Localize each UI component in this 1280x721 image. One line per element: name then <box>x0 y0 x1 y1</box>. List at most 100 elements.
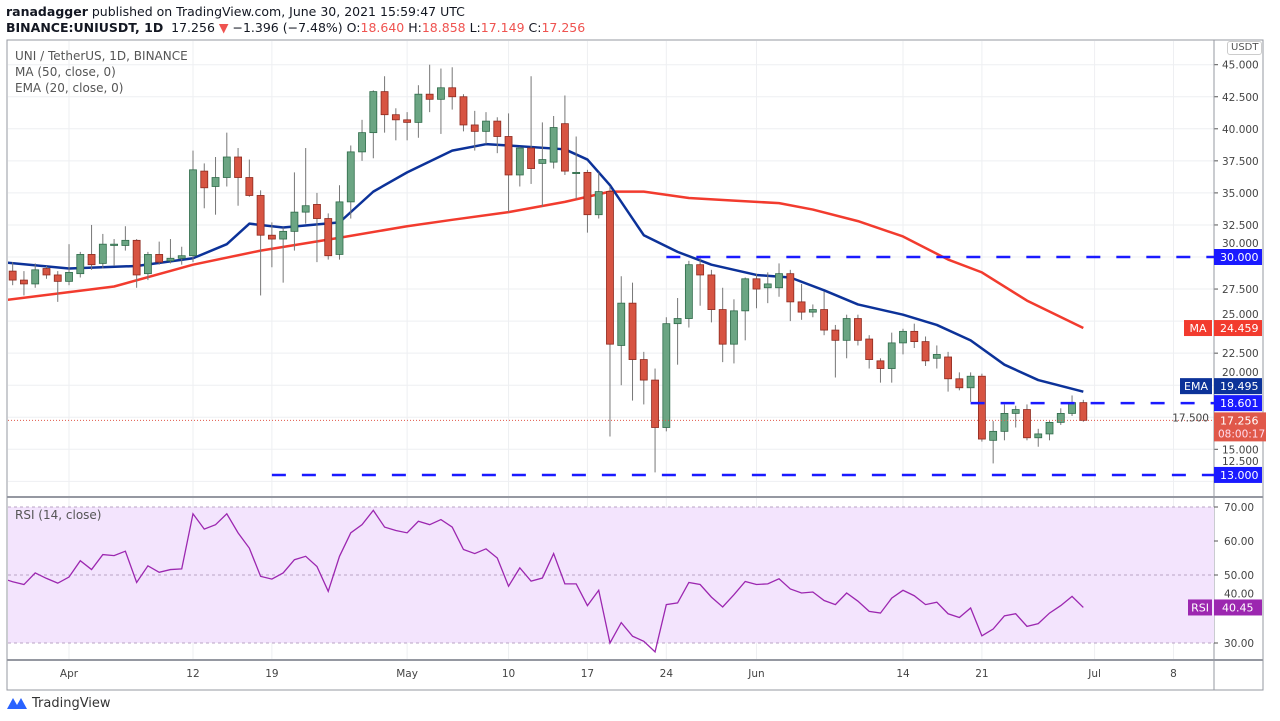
candle-body-up <box>437 87 445 100</box>
candle-body-down <box>403 119 412 123</box>
candle <box>482 112 490 145</box>
rsi-legend[interactable]: RSI (14, close) <box>15 508 102 522</box>
candle-body-down <box>977 375 986 440</box>
candle <box>684 260 693 328</box>
candle <box>256 190 265 296</box>
candle-body-down <box>8 270 17 281</box>
candle-body-up <box>808 309 817 313</box>
currency-badge[interactable]: USDT <box>1227 41 1263 55</box>
candle-body-down <box>459 96 468 126</box>
candle-body-down <box>470 124 479 132</box>
candle-body-down <box>155 254 164 263</box>
time-tick-label: 21 <box>975 668 988 680</box>
open-value: 18.640 <box>360 20 405 35</box>
candle-body-down <box>831 329 840 341</box>
price-tick-label: 17.500 <box>1172 412 1209 424</box>
candle-body-down <box>955 378 964 389</box>
candle <box>932 345 941 369</box>
candle <box>144 251 152 281</box>
ema-20-line <box>8 142 1084 393</box>
tradingview-logo-icon <box>7 698 27 709</box>
price-change: −1.396 (−7.48%) <box>232 20 343 35</box>
candle-body-down <box>854 318 862 341</box>
candle <box>437 68 445 134</box>
price-tick-label: 30.000 <box>1222 238 1259 250</box>
candle <box>20 271 28 296</box>
ema-legend[interactable]: EMA (20, close, 0) <box>15 81 124 95</box>
candle <box>617 276 626 386</box>
candle <box>346 145 355 219</box>
candle <box>944 351 952 392</box>
candle-body-up <box>76 254 85 275</box>
candle <box>707 269 716 323</box>
price-tick-label: 32.500 <box>1222 220 1259 232</box>
price-tick-label: 27.500 <box>1222 284 1259 296</box>
candle-body-down <box>391 114 400 121</box>
candle <box>1068 395 1076 416</box>
candle <box>572 136 581 200</box>
candle-body-down <box>876 360 885 369</box>
ma-50-line <box>8 190 1084 330</box>
candle-body-down <box>786 273 795 303</box>
time-tick-label: 12 <box>186 668 199 680</box>
candle-body-up <box>166 257 175 262</box>
rsi-value-tag <box>1214 599 1262 616</box>
candle-body-up <box>1000 413 1009 432</box>
candle <box>639 351 648 405</box>
price-tick-label: 20.000 <box>1222 367 1259 379</box>
level-tag-label: 18.601 <box>1220 397 1259 410</box>
candle-body-up <box>1045 421 1054 435</box>
candle <box>820 291 829 336</box>
candle <box>752 273 761 309</box>
candle-body-up <box>189 169 197 257</box>
high-label: H: <box>408 20 422 35</box>
brand-name: TradingView <box>32 695 111 711</box>
candle-body-up <box>177 255 186 259</box>
candle-body-up <box>989 430 998 441</box>
candle-body-down <box>245 177 254 196</box>
candle <box>1023 404 1031 441</box>
time-tick-label: 14 <box>896 668 910 680</box>
candle-body-down <box>797 301 806 313</box>
level-tag <box>1214 249 1262 265</box>
candle-body-up <box>1034 433 1043 439</box>
last-price: 17.256 <box>171 20 215 35</box>
candle-body-up <box>842 318 851 341</box>
candle <box>200 163 209 209</box>
candle-body-up <box>144 254 152 275</box>
candle <box>831 324 840 378</box>
candle-body-up <box>684 264 693 319</box>
candle <box>98 233 107 269</box>
candle <box>966 372 975 402</box>
candle-body-down <box>380 91 389 116</box>
candle-body-up <box>121 239 130 246</box>
candle-body-up <box>110 243 118 246</box>
price-tick-label: 22.500 <box>1222 348 1259 360</box>
price-pane <box>0 64 1214 477</box>
candle <box>504 113 513 213</box>
candle <box>527 76 535 184</box>
candle <box>696 255 705 306</box>
publish-info: ranadagger published on TradingView.com,… <box>6 4 465 19</box>
candle-body-down <box>425 93 434 100</box>
candle-body-up <box>887 342 896 369</box>
rsi-tick-label: 30.00 <box>1224 638 1254 650</box>
ma-legend[interactable]: MA (50, close, 0) <box>15 65 116 79</box>
candle <box>493 117 502 154</box>
candle <box>403 112 412 141</box>
candle <box>76 251 85 278</box>
candle <box>730 299 738 364</box>
symbol-info: BINANCE:UNIUSDT, 1D 17.256 ▼ −1.396 (−7.… <box>6 20 585 35</box>
candle <box>301 148 310 224</box>
price-tick-label: 12.500 <box>1222 456 1259 468</box>
candle <box>0 266 5 308</box>
time-tick-label: 19 <box>265 668 278 680</box>
candle-body-up <box>358 132 366 153</box>
candle-body-up <box>572 171 581 174</box>
candle-body-up <box>662 323 671 428</box>
close-value: 17.256 <box>541 20 586 35</box>
candle-body-down <box>639 359 648 381</box>
candle <box>989 421 998 464</box>
candle <box>425 64 434 113</box>
